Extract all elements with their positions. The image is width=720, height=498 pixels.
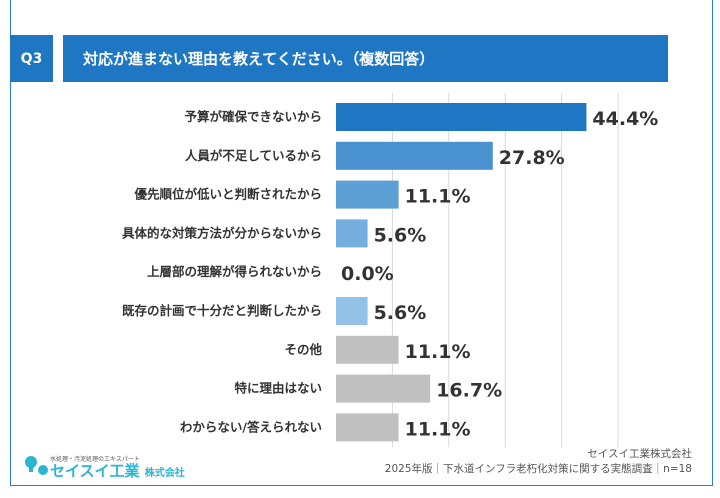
category-label: 優先順位が低いと判断されたから (133, 187, 322, 202)
category-label: 予算が確保できないから (184, 109, 322, 124)
bar (336, 335, 399, 364)
logo-name: セイスイ工業 株式会社 (50, 460, 185, 481)
value-label: 16.7% (436, 380, 502, 402)
category-label: 具体的な対策方法が分からないから (121, 225, 322, 240)
question-title: 対応が進まない理由を教えてください。（複数回答） (63, 35, 668, 82)
value-label: 27.8% (499, 147, 565, 169)
category-label: 特に理由はない (234, 381, 322, 396)
bar (336, 219, 368, 248)
bar (336, 374, 431, 403)
bar (336, 141, 493, 170)
value-label: 5.6% (374, 224, 427, 246)
logo-name-text: セイスイ工業 (50, 462, 140, 480)
bar (336, 180, 399, 209)
category-label: 人員が不足しているから (185, 148, 322, 163)
category-label: 上層部の理解が得られないから (147, 264, 322, 279)
logo-icon (25, 456, 48, 475)
bar (336, 297, 368, 325)
value-label: 11.1% (405, 341, 471, 363)
card-frame (10, 0, 713, 486)
question-number: Q3 (10, 35, 53, 82)
value-label: 0.0% (341, 263, 394, 285)
bar (336, 413, 399, 442)
category-label: その他 (284, 342, 322, 357)
survey-source: 2025年版｜下水道インフラ老朽化対策に関する実態調査｜n=18 (384, 463, 692, 475)
source-note: セイスイ工業株式会社 2025年版｜下水道インフラ老朽化対策に関する実態調査｜n… (385, 447, 692, 477)
logo-suffix: 株式会社 (144, 468, 185, 479)
value-label: 11.1% (405, 186, 471, 208)
bar (336, 103, 587, 131)
category-label: わからない/答えられない (180, 419, 322, 434)
category-label: 既存の計画で十分だと判断したから (122, 303, 322, 318)
value-label: 44.4% (592, 108, 658, 130)
company-name: セイスイ工業株式会社 (587, 448, 692, 460)
value-label: 11.1% (405, 418, 471, 440)
logo-tagline: 水処理・汚泥処理のエキスパート (50, 456, 140, 463)
value-label: 5.6% (374, 302, 427, 324)
